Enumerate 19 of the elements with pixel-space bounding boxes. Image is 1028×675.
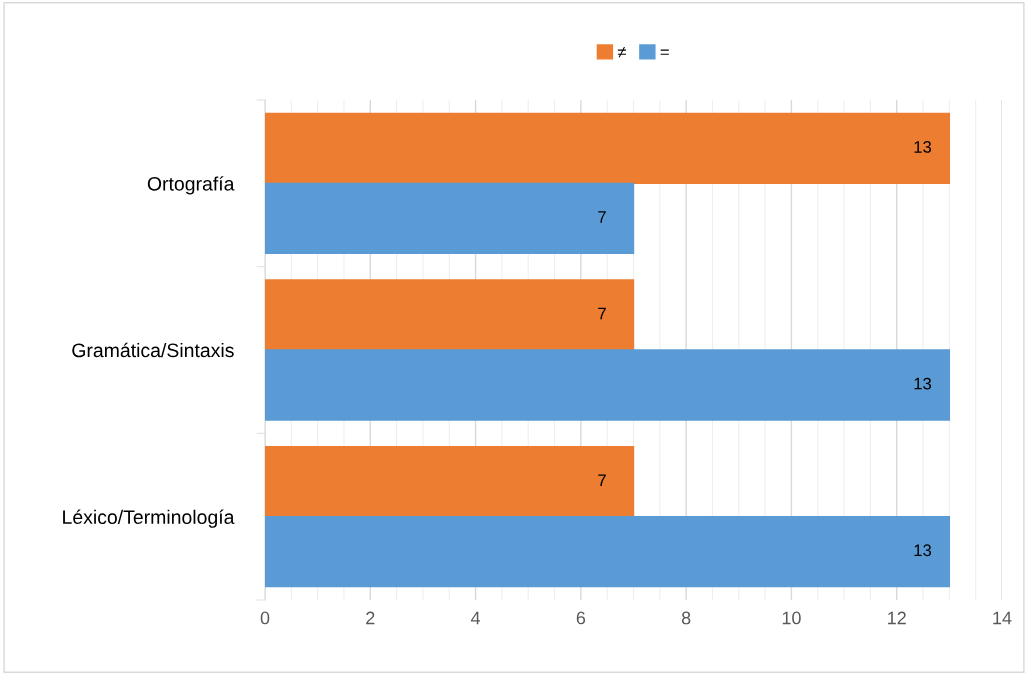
y-tick-label: Ortografía xyxy=(147,176,235,195)
legend-label: = xyxy=(660,49,669,55)
x-tick-label: 12 xyxy=(888,611,906,625)
data-label: 13 xyxy=(914,141,932,153)
data-label: 7 xyxy=(598,211,606,223)
data-label: 7 xyxy=(598,307,606,320)
data-label: 13 xyxy=(914,544,932,557)
data-label: 7 xyxy=(598,474,606,486)
x-tick-label: 8 xyxy=(681,611,691,625)
x-tick-label: 10 xyxy=(782,611,801,625)
legend-label: ≠ xyxy=(617,47,627,58)
x-tick-label: 2 xyxy=(366,611,375,625)
x-tick-label: 0 xyxy=(260,611,270,625)
data-label: 13 xyxy=(914,377,932,390)
y-tick-label: Léxico/Terminología xyxy=(63,509,235,528)
x-tick-label: 6 xyxy=(576,611,586,625)
x-tick-label: 14 xyxy=(993,611,1012,625)
y-tick-label: Gramática/Sintaxis xyxy=(72,342,234,358)
x-tick-label: 4 xyxy=(470,611,481,625)
